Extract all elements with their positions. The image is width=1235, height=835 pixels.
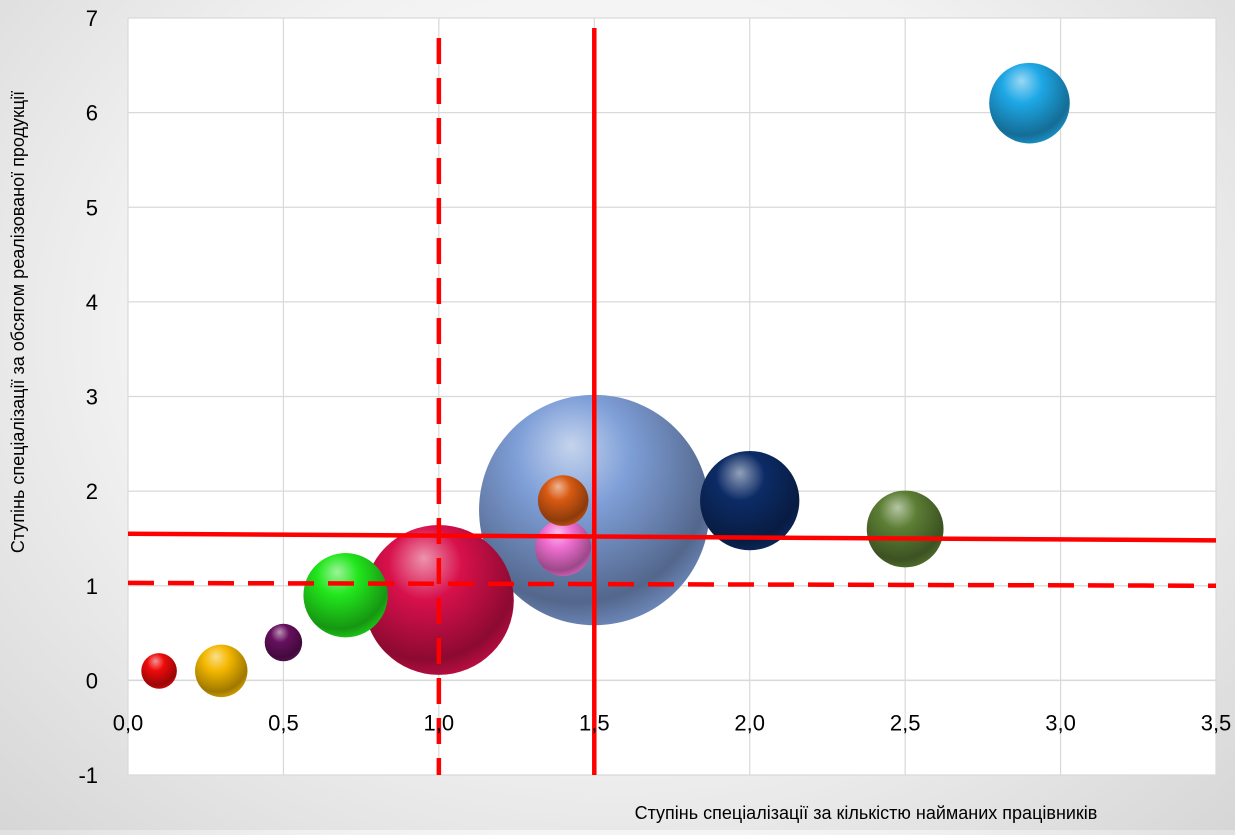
tick-labels: 0,0 0,5 1,0 1,5 2,0 2,5 3,0 3,5 -1 0 1 2 3 4 5 6 7: [78, 6, 1231, 788]
x-tick-label: 3,5: [1201, 710, 1232, 735]
bubble: [141, 653, 177, 689]
x-tick-label: 0,0: [113, 710, 144, 735]
bubble: [989, 62, 1070, 144]
x-tick-label: 3,0: [1045, 710, 1076, 735]
y-tick-label: 6: [86, 101, 98, 126]
x-axis-title: Ступінь спеціалізації за кількістю найма…: [635, 803, 1098, 823]
x-tick-label: 2,0: [734, 710, 765, 735]
bubble: [535, 519, 592, 577]
x-tick-label: 1,0: [424, 710, 455, 735]
y-tick-label: 1: [86, 574, 98, 599]
y-tick-label: 0: [86, 668, 98, 693]
bubble: [264, 623, 303, 662]
x-tick-label: 1,5: [579, 710, 610, 735]
x-tick-label: 2,5: [890, 710, 921, 735]
reference-line-horizontal: [127, 531, 1217, 543]
bubble: [195, 644, 248, 698]
reference-lines: [127, 28, 1217, 775]
y-tick-label: 2: [86, 479, 98, 504]
x-tick-label: 0,5: [268, 710, 299, 735]
y-tick-label: 4: [86, 290, 98, 315]
y-tick-label: 7: [86, 6, 98, 31]
bubble: [537, 475, 589, 526]
reference-line-horizontal: [127, 580, 1217, 588]
y-axis-title: Ступінь спеціалізації за обсягом реалізо…: [8, 91, 28, 553]
bubble: [866, 490, 944, 568]
y-tick-label: 3: [86, 385, 98, 410]
y-tick-label: 5: [86, 195, 98, 220]
bubble: [303, 553, 388, 638]
bubble: [700, 450, 800, 551]
y-tick-label: -1: [78, 763, 98, 788]
